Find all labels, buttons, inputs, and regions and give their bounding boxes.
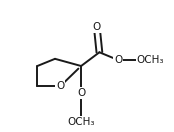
Text: O: O xyxy=(77,88,85,98)
Text: O: O xyxy=(114,55,122,65)
Text: O: O xyxy=(93,22,101,32)
Text: OCH₃: OCH₃ xyxy=(137,55,164,65)
Text: OCH₃: OCH₃ xyxy=(67,117,95,127)
Text: O: O xyxy=(56,81,64,91)
Text: O: O xyxy=(56,81,64,91)
Text: O: O xyxy=(77,88,85,98)
Text: O: O xyxy=(114,55,122,65)
Text: O: O xyxy=(93,22,101,32)
